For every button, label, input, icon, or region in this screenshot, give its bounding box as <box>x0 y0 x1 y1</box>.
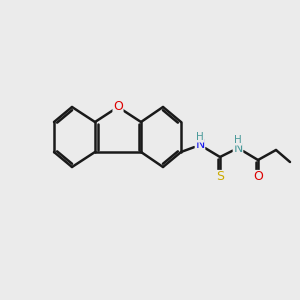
Text: S: S <box>216 170 224 184</box>
Text: O: O <box>113 100 123 113</box>
Text: H: H <box>234 135 242 145</box>
Text: N: N <box>195 139 205 152</box>
Text: H: H <box>196 132 204 142</box>
Text: O: O <box>253 170 263 184</box>
Text: N: N <box>233 142 243 154</box>
